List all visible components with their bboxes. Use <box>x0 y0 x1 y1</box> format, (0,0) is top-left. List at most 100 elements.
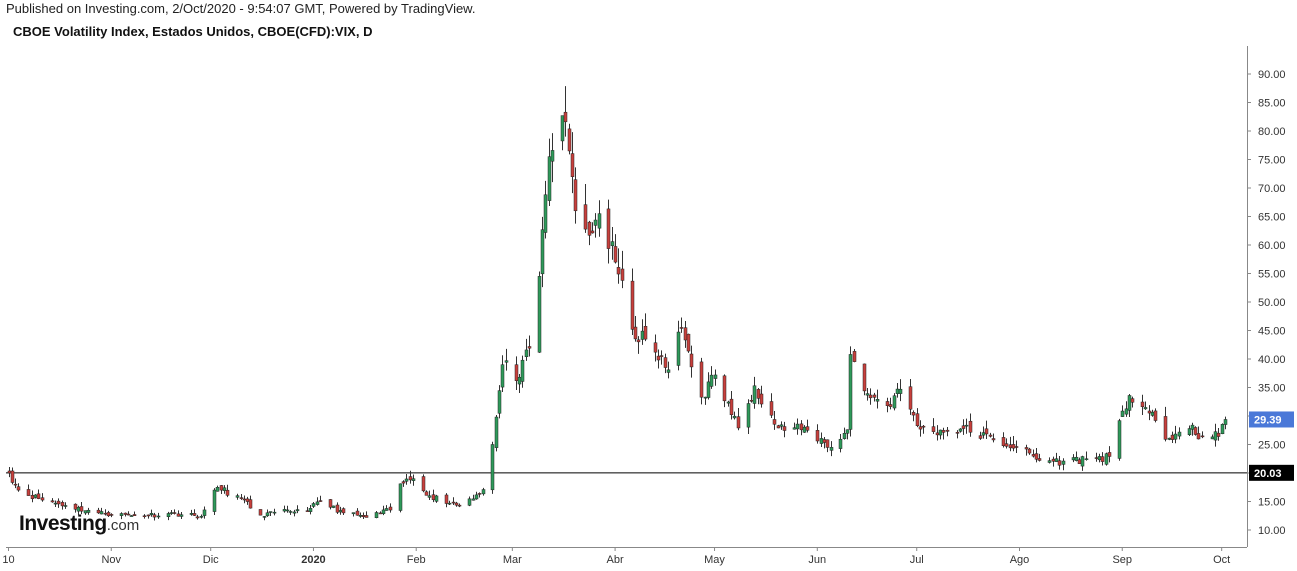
candle-down <box>126 513 131 516</box>
candle-up <box>895 388 900 394</box>
candle-up <box>1120 410 1125 417</box>
candle-up <box>732 415 737 419</box>
candle-down <box>106 512 111 517</box>
candle-up <box>351 512 356 515</box>
candle-up <box>179 514 184 517</box>
candle-up <box>308 508 313 512</box>
candle-down <box>772 419 777 425</box>
y-tick-label: 60.00 <box>1258 240 1286 252</box>
candle-down <box>1057 460 1062 466</box>
candle-down <box>961 425 966 429</box>
candle-up <box>540 229 545 275</box>
candle-down <box>444 494 449 504</box>
candle-down <box>1004 443 1009 447</box>
candle-up <box>1210 436 1215 440</box>
candle-down <box>364 515 369 518</box>
candle-down <box>318 500 323 502</box>
candle-down <box>26 489 31 496</box>
candle-down <box>633 326 638 340</box>
candle-up <box>1071 457 1076 461</box>
candle-down <box>1008 444 1013 449</box>
candle-up <box>875 399 880 402</box>
y-tick-label: 10.00 <box>1258 525 1286 537</box>
candle-down <box>686 333 691 352</box>
candle-down <box>776 425 781 429</box>
candle-down <box>1130 398 1135 403</box>
candle-up <box>746 403 751 428</box>
candle-down <box>921 425 926 428</box>
y-tick-label: 45.00 <box>1258 326 1286 338</box>
candle-up <box>752 385 757 404</box>
candle-up <box>222 487 227 491</box>
candle-down <box>195 516 200 519</box>
candle-up <box>76 507 81 512</box>
candle-up <box>63 505 68 507</box>
last-price-label: 29.39 <box>1254 414 1282 426</box>
candle-up <box>1173 433 1178 440</box>
candle-up <box>1124 408 1129 415</box>
reference-price-label-bg <box>1249 464 1294 481</box>
candle-down <box>955 432 960 434</box>
candle-up <box>338 510 343 513</box>
candle-down <box>1216 432 1221 437</box>
candle-up <box>842 432 847 439</box>
candle-up <box>666 369 671 373</box>
candle-up <box>676 331 681 366</box>
candle-up <box>411 478 416 481</box>
candle-down <box>451 501 456 504</box>
candle-down <box>13 483 18 486</box>
candle-down <box>908 386 913 410</box>
candle-up <box>795 423 800 430</box>
candle-up <box>779 424 784 427</box>
candle-down <box>431 494 436 500</box>
y-tick-label: 90.00 <box>1258 69 1286 81</box>
candle-up <box>374 512 379 518</box>
x-tick-label: 2020 <box>301 554 325 566</box>
candle-down <box>988 434 993 437</box>
candle-up <box>1213 431 1218 441</box>
candle-down <box>60 502 65 507</box>
candle-down <box>219 485 224 491</box>
candle-down <box>355 510 360 516</box>
candle-up <box>384 508 389 511</box>
candle-down <box>79 506 84 512</box>
y-tick-label: 80.00 <box>1258 126 1286 138</box>
candle-up <box>199 516 204 518</box>
candle-down <box>10 470 15 483</box>
candle-up <box>938 429 943 436</box>
candle-down <box>945 429 950 432</box>
candle-down <box>683 327 688 341</box>
candle-up <box>865 393 870 396</box>
candle-down <box>852 351 857 362</box>
candle-down <box>378 512 383 515</box>
candle-up <box>119 513 124 516</box>
candle-up <box>845 429 850 434</box>
y-tick-label: 70.00 <box>1258 183 1286 195</box>
candle-down <box>931 426 936 432</box>
candle-down <box>242 498 247 501</box>
candle-down <box>736 416 741 429</box>
candle-up <box>1097 456 1102 461</box>
candle-down <box>583 204 588 230</box>
candle-up <box>434 495 439 502</box>
candle-down <box>142 515 147 517</box>
symbol-title: CBOE Volatility Index, Estados Unidos, C… <box>13 24 373 39</box>
candle-down <box>341 508 346 514</box>
candle-up <box>149 513 154 515</box>
candle-up <box>358 515 363 517</box>
x-tick-label: Nov <box>101 554 121 566</box>
last-price-label-bg <box>1249 411 1294 428</box>
candle-down <box>630 280 635 330</box>
candle-down <box>457 504 462 507</box>
candle-down <box>1037 458 1042 461</box>
candle-down <box>636 339 641 343</box>
candle-up <box>295 509 300 512</box>
candle-up <box>517 376 522 385</box>
candle-down <box>918 426 923 430</box>
candle-up <box>819 438 824 444</box>
candle-down <box>782 426 787 431</box>
candle-up <box>311 503 316 507</box>
candle-up <box>1220 424 1225 435</box>
candle-down <box>749 400 754 402</box>
